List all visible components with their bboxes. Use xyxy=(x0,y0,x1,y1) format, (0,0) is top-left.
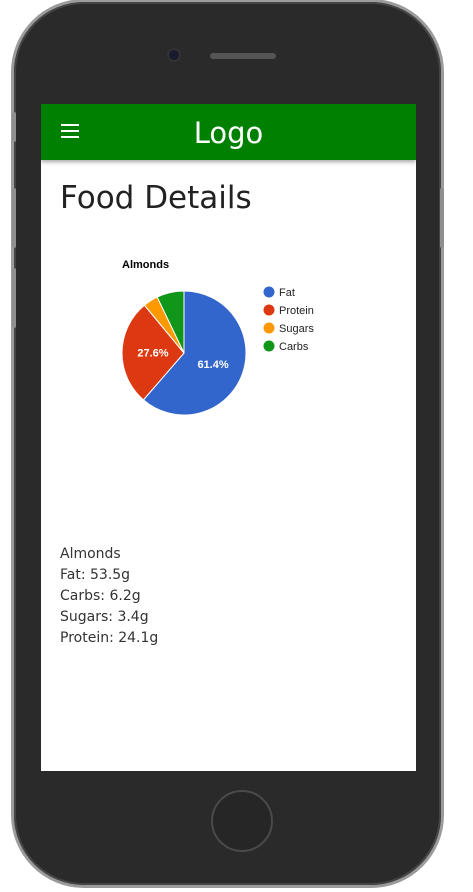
pie-chart: Almonds 61.4% 27.6% Fat Protein Sugars Carbs xyxy=(121,259,314,416)
page-title: Food Details xyxy=(60,180,252,216)
food-name: Almonds xyxy=(60,546,121,562)
legend-label-sugars[interactable]: Sugars xyxy=(279,323,314,335)
silent-switch xyxy=(12,112,16,142)
pie-slice-protein[interactable] xyxy=(121,304,185,401)
slice-label-protein: 27.6% xyxy=(137,348,168,360)
hamburger-menu-icon[interactable] xyxy=(61,124,81,140)
legend-marker-fat xyxy=(263,286,275,298)
screen: Logo Food Details Almonds 61.4% 27.6% Fat Pr… xyxy=(41,104,416,771)
chart-title: Almonds xyxy=(122,259,169,271)
legend-label-carbs[interactable]: Carbs xyxy=(279,341,309,353)
legend-marker-protein xyxy=(263,304,275,316)
legend-label-fat[interactable]: Fat xyxy=(279,287,295,299)
slice-label-fat: 61.4% xyxy=(197,359,228,371)
home-button[interactable] xyxy=(211,790,273,852)
app-bar: Logo xyxy=(41,104,416,160)
protein-value: Protein: 24.1g xyxy=(60,630,159,646)
pie-slice-carbs[interactable] xyxy=(156,290,185,354)
volume-down-button xyxy=(12,268,16,328)
carbs-value: Carbs: 6.2g xyxy=(60,588,141,604)
logo: Logo xyxy=(193,116,264,150)
food-details: Almonds Fat: 53.5g Carbs: 6.2g Sugars: 3… xyxy=(60,544,158,649)
power-button xyxy=(440,188,444,248)
legend-marker-carbs xyxy=(263,340,275,352)
sugars-value: Sugars: 3.4g xyxy=(60,609,149,625)
pie-slice-fat[interactable] xyxy=(142,290,247,416)
camera-icon xyxy=(169,50,179,60)
legend-label-protein[interactable]: Protein xyxy=(279,305,314,317)
speaker-grille xyxy=(210,53,276,59)
legend-marker-sugars xyxy=(263,322,275,334)
fat-value: Fat: 53.5g xyxy=(60,567,131,583)
volume-up-button xyxy=(12,188,16,248)
